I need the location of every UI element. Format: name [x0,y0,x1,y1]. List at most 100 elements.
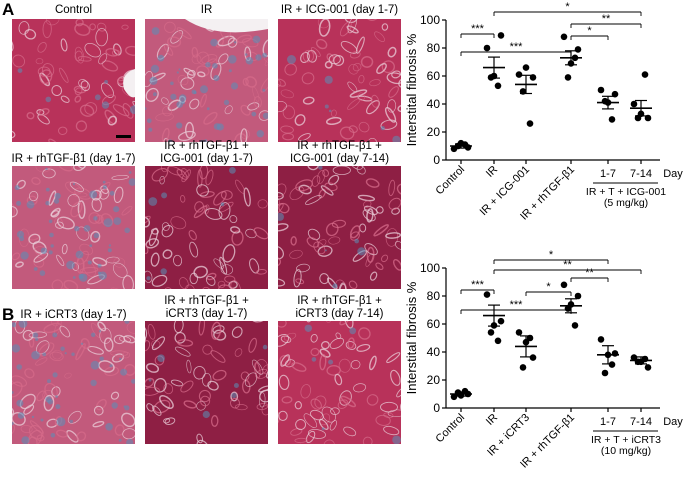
collagen-spot [262,344,268,350]
tubule-shape [100,82,115,98]
significance-label: *** [471,279,485,291]
collagen-spot [131,379,135,384]
tubule-shape [278,78,286,87]
data-point [450,393,458,401]
tubule-shape [196,184,209,197]
collagen-spot [99,356,104,361]
tubule-shape [79,266,99,274]
tubule-shape [39,69,53,85]
tubule-shape [160,166,170,173]
significance-label: * [546,281,551,293]
collagen-spot [64,352,67,355]
tubule-shape [278,374,290,391]
tubule-shape [145,340,151,352]
tubule-shape [387,409,401,417]
tubule-shape [12,252,21,261]
x-tick-label: IR [484,164,500,180]
tubule-shape [381,60,395,74]
tubule-shape [311,46,321,57]
tubule-shape [384,106,397,123]
caption-ir-rhtgf-icrt3-1-7: IR + rhTGF-β1 + iCRT3 (day 1-7) [164,295,249,320]
collagen-spot [12,344,21,353]
tubule-shape [145,87,159,102]
tubule-shape [162,249,173,259]
collagen-spot [80,342,84,345]
tubule-shape [180,380,194,393]
tubule-shape [183,400,197,409]
tubule-shape [90,322,102,338]
y-tick-label: 0 [433,401,440,415]
lumen-space [123,69,135,98]
collagen-spot [102,185,107,190]
micrograph-ir-rhtgf-icg-7-14 [278,166,401,289]
collagen-spot [251,111,257,117]
tubule-shape [343,426,357,437]
tubule-shape [79,104,95,117]
collagen-spot [332,283,338,289]
tubule-shape [349,89,368,98]
tissue-texture [278,321,401,444]
tubule-shape [163,287,173,289]
tubule-shape [328,174,340,186]
tubule-shape [24,29,37,40]
micrograph-ir-rhtgf [12,166,135,289]
tubule-shape [375,262,384,271]
tubule-shape [23,404,35,415]
tubule-shape [253,227,268,240]
tubule-shape [349,225,361,239]
collagen-spot [49,232,54,238]
tubule-shape [258,392,266,408]
data-point [483,291,491,298]
tubule-shape [179,277,189,289]
collagen-spot [17,68,23,73]
tubule-shape [170,216,187,230]
collagen-spot [129,105,135,114]
collagen-spot [101,101,110,109]
tubule-shape [59,67,69,83]
tubule-shape [77,200,86,219]
collagen-spot [50,433,56,438]
data-point [564,74,572,81]
tubule-shape [167,36,182,48]
collagen-spot [108,244,112,247]
tubule-shape [161,224,174,238]
tubule-shape [161,97,169,105]
tubule-shape [77,56,92,62]
tubule-shape [162,106,173,117]
tubule-shape [155,112,174,122]
tubule-shape [110,350,129,357]
y-tick-label: 20 [427,373,441,387]
tubule-shape [180,195,186,203]
tubule-shape [90,230,101,243]
tubule-shape [189,241,199,258]
collagen-spot [93,216,98,221]
y-tick-label: 80 [427,289,441,303]
collagen-spot [321,427,325,431]
tubule-shape [366,208,374,223]
collagen-spot [170,81,174,86]
tubule-shape [262,364,268,375]
collagen-spot [45,167,48,171]
tubule-shape [74,23,91,36]
tubule-shape [337,399,349,409]
tubule-shape [229,215,238,224]
tubule-shape [145,363,160,373]
tubule-shape [202,372,212,387]
tubule-shape [375,206,384,214]
tubule-shape [397,104,401,113]
tubule-shape [12,200,16,219]
collagen-spot [203,139,208,142]
tubule-shape [310,333,318,343]
y-tick-label: 60 [427,69,441,83]
tubule-shape [291,362,307,372]
collagen-spot [160,268,167,275]
tubule-shape [69,181,84,193]
tubule-shape [265,365,268,379]
significance-label: ** [563,259,572,271]
collagen-spot [157,54,165,62]
tubule-shape [150,252,160,267]
data-point [515,329,523,336]
tubule-shape [363,200,372,208]
collagen-spot [105,423,113,431]
tubule-shape [325,222,339,237]
